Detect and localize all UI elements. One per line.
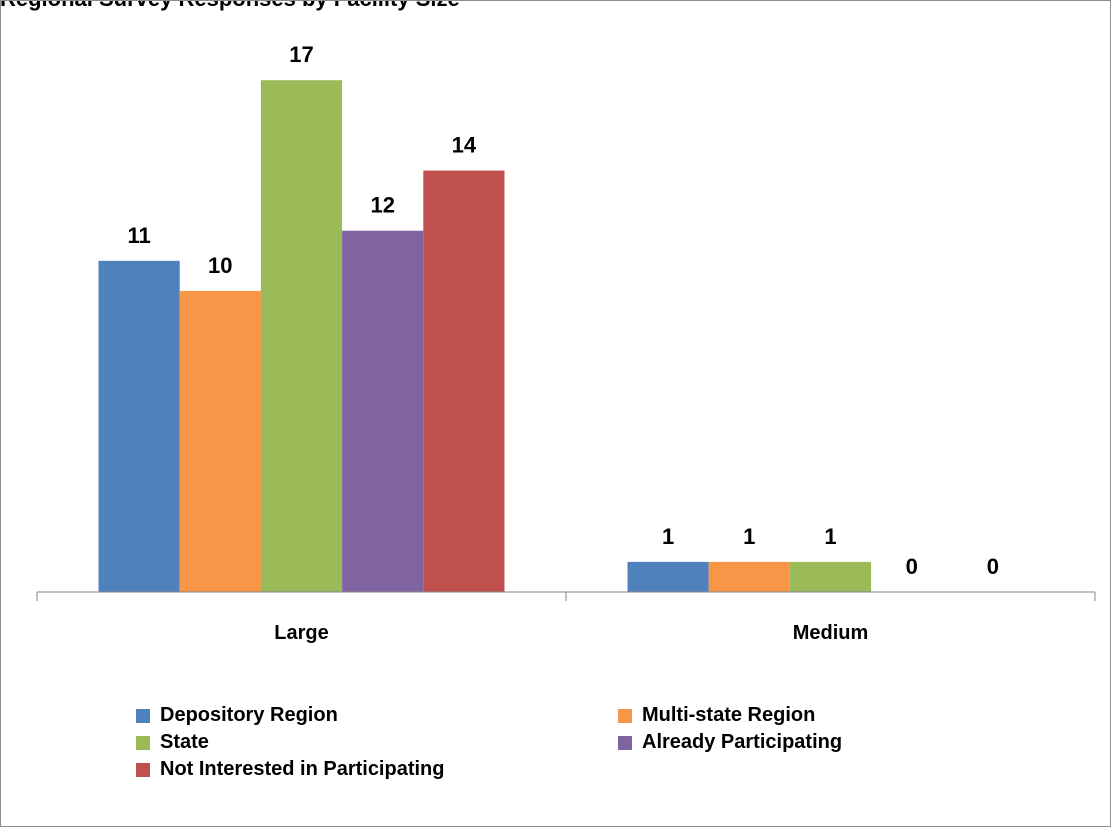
- bar-value-label: 1: [824, 524, 836, 549]
- legend-item: State: [136, 731, 209, 754]
- bar-value-label: 14: [452, 133, 477, 158]
- bar-value-label: 10: [208, 253, 232, 278]
- category-label: Large: [274, 622, 328, 644]
- bar: [423, 170, 505, 593]
- x-axis-ticks: [36, 592, 1096, 601]
- legend-label: State: [160, 731, 209, 753]
- bar-value-label: 11: [127, 223, 150, 248]
- legend-item: Multi-state Region: [618, 704, 815, 727]
- bar: [789, 561, 872, 592]
- legend-swatch: [618, 708, 632, 723]
- bars-group: [98, 80, 872, 593]
- legend-swatch: [136, 735, 150, 750]
- bar: [260, 80, 343, 593]
- legend-swatch: [136, 708, 150, 723]
- bar-value-label: 12: [370, 193, 394, 218]
- bar: [179, 290, 261, 592]
- category-label: Medium: [793, 622, 869, 644]
- bar-value-label: 1: [662, 524, 674, 549]
- bar: [98, 260, 180, 592]
- legend-item: Not Interested in Participating: [136, 758, 444, 781]
- bar: [342, 230, 424, 592]
- legend-label: Not Interested in Participating: [160, 758, 445, 780]
- legend-swatch: [136, 762, 150, 777]
- legend-swatch: [618, 735, 632, 750]
- legend-label: Multi-state Region: [642, 704, 816, 726]
- legend-label: Already Participating: [642, 731, 843, 753]
- bar-value-label: 0: [987, 554, 999, 579]
- bar-value-label: 0: [906, 554, 918, 579]
- bar: [708, 561, 790, 592]
- chart-title: Regional Survey Responses by Facility Si…: [0, 0, 460, 12]
- category-labels-group: Large Medium: [274, 622, 868, 644]
- legend-item: Depository Region: [136, 704, 338, 727]
- bar-value-label: 17: [289, 42, 313, 67]
- legend-label: Depository Region: [160, 704, 338, 726]
- bar-value-label: 1: [743, 524, 755, 549]
- legend-item: Already Participating: [618, 731, 842, 754]
- bar: [627, 561, 709, 592]
